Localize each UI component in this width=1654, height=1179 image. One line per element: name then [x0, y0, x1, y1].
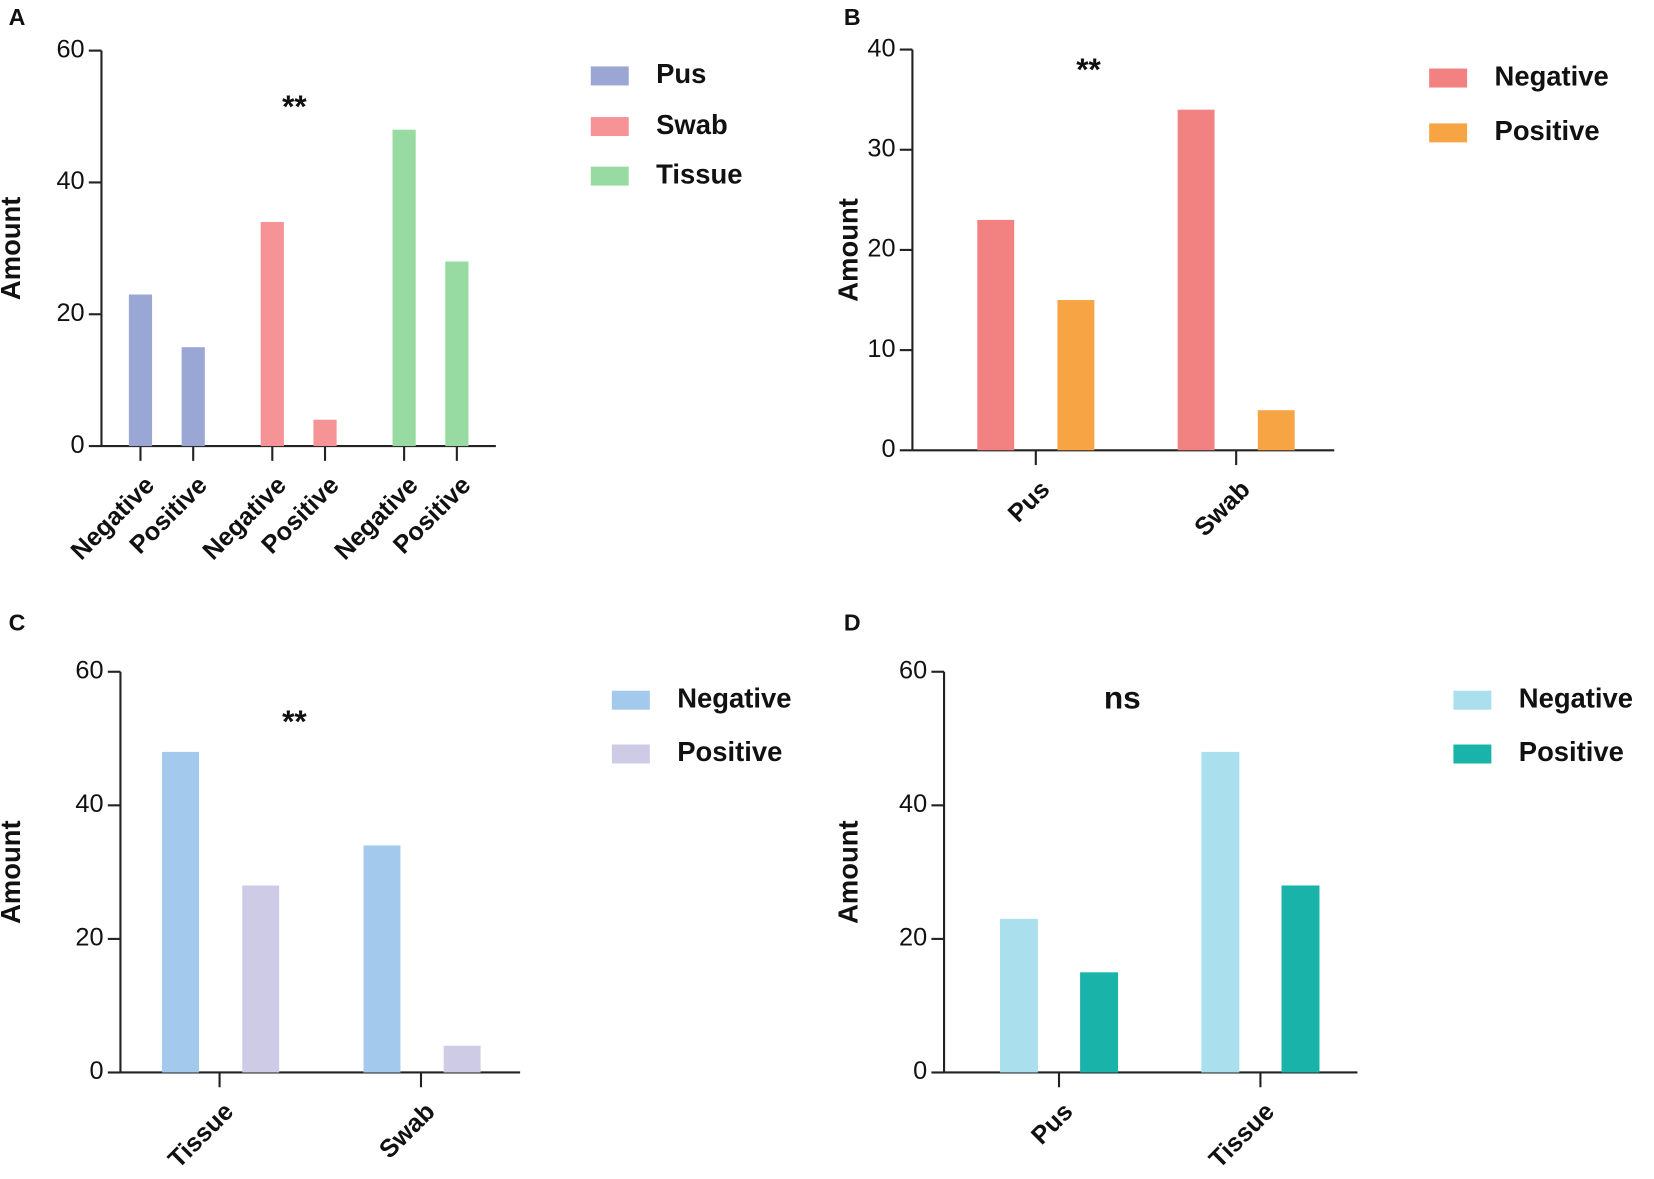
- legend-label: Tissue: [656, 158, 742, 189]
- y-axis-label: Amount: [832, 198, 863, 302]
- bar: [181, 347, 205, 447]
- x-tick-label: Tissue: [1204, 1098, 1280, 1174]
- legend-swatch: [1453, 744, 1492, 764]
- legend-swatch: [1429, 68, 1468, 88]
- y-tick-label: 30: [867, 134, 895, 162]
- panel-label: B: [844, 4, 861, 30]
- legend-label: Positive: [1495, 115, 1600, 146]
- chart: C ** Amount 0 20 40 60 Tissue Swab Negative Positi…: [0, 609, 792, 1173]
- y-tick-label: 20: [867, 235, 895, 263]
- y-tick-label: 0: [71, 431, 85, 459]
- panel-label: A: [9, 4, 26, 30]
- legend-label: Positive: [677, 736, 782, 767]
- y-tick-label: 0: [881, 435, 895, 463]
- annotation: **: [282, 703, 307, 739]
- legend-swatch: [1453, 690, 1492, 710]
- y-axis-label: Amount: [0, 820, 26, 924]
- y-tick-label: 60: [56, 35, 84, 63]
- y-tick-label: 20: [899, 924, 927, 952]
- bar: [999, 918, 1038, 1073]
- bar: [260, 221, 284, 447]
- legend-swatch: [590, 66, 629, 86]
- y-tick-label: 0: [89, 1057, 103, 1085]
- y-tick-label: 40: [75, 790, 103, 818]
- y-tick-label: 0: [913, 1057, 927, 1085]
- annotation: ns: [1104, 680, 1141, 716]
- x-tick-label: Pus: [1003, 475, 1056, 528]
- bar: [242, 885, 280, 1073]
- annotation: **: [282, 88, 307, 124]
- chart: A**Amount0204060NegativePositiveNegative…: [0, 4, 742, 565]
- bar: [1201, 751, 1240, 1073]
- bar: [313, 419, 337, 447]
- y-tick-label: 40: [899, 790, 927, 818]
- y-axis-label: Amount: [832, 820, 863, 924]
- bar: [1177, 109, 1215, 451]
- bar: [1281, 885, 1320, 1073]
- legend-swatch: [611, 744, 650, 764]
- bar: [128, 294, 153, 447]
- legend-label: Pus: [656, 58, 706, 89]
- bar: [392, 129, 416, 447]
- bar: [1057, 300, 1095, 451]
- x-tick-label: Pus: [1026, 1098, 1079, 1151]
- bar: [977, 219, 1015, 451]
- bar: [363, 845, 401, 1073]
- legend-label: Negative: [677, 682, 791, 713]
- x-tick-label: Swab: [1189, 475, 1256, 542]
- legend-swatch: [590, 117, 629, 137]
- legend-label: Positive: [1519, 736, 1624, 767]
- panel-label: D: [844, 609, 861, 635]
- y-tick-label: 60: [75, 656, 103, 684]
- y-axis-label: Amount: [0, 197, 26, 301]
- y-tick-label: 20: [75, 924, 103, 952]
- legend-label: Negative: [1519, 682, 1633, 713]
- panel-label: C: [9, 609, 26, 635]
- bar: [1080, 972, 1119, 1073]
- y-tick-label: 40: [867, 34, 895, 62]
- x-tick-label: Swab: [374, 1098, 441, 1165]
- y-tick-label: 10: [867, 335, 895, 363]
- legend-label: Swab: [656, 109, 728, 140]
- annotation: **: [1076, 51, 1101, 87]
- bar: [445, 261, 469, 447]
- y-tick-label: 60: [899, 656, 927, 684]
- chart: B ** Amount 0 10 20 30 40 Pus Swab Negative Positiv…: [832, 4, 1608, 542]
- legend-swatch: [590, 166, 629, 186]
- legend-swatch: [1429, 123, 1468, 143]
- bar: [443, 1045, 481, 1073]
- legend-swatch: [611, 690, 650, 710]
- y-tick-label: 20: [56, 299, 84, 327]
- y-tick-label: 40: [56, 167, 84, 195]
- bar: [162, 751, 200, 1073]
- x-tick-label: Tissue: [163, 1098, 239, 1174]
- chart: Dns Amount 0 20 40 60 Pus Tissue Negative Positiv…: [832, 609, 1633, 1173]
- legend-label: Negative: [1495, 60, 1609, 91]
- bar: [1257, 410, 1295, 451]
